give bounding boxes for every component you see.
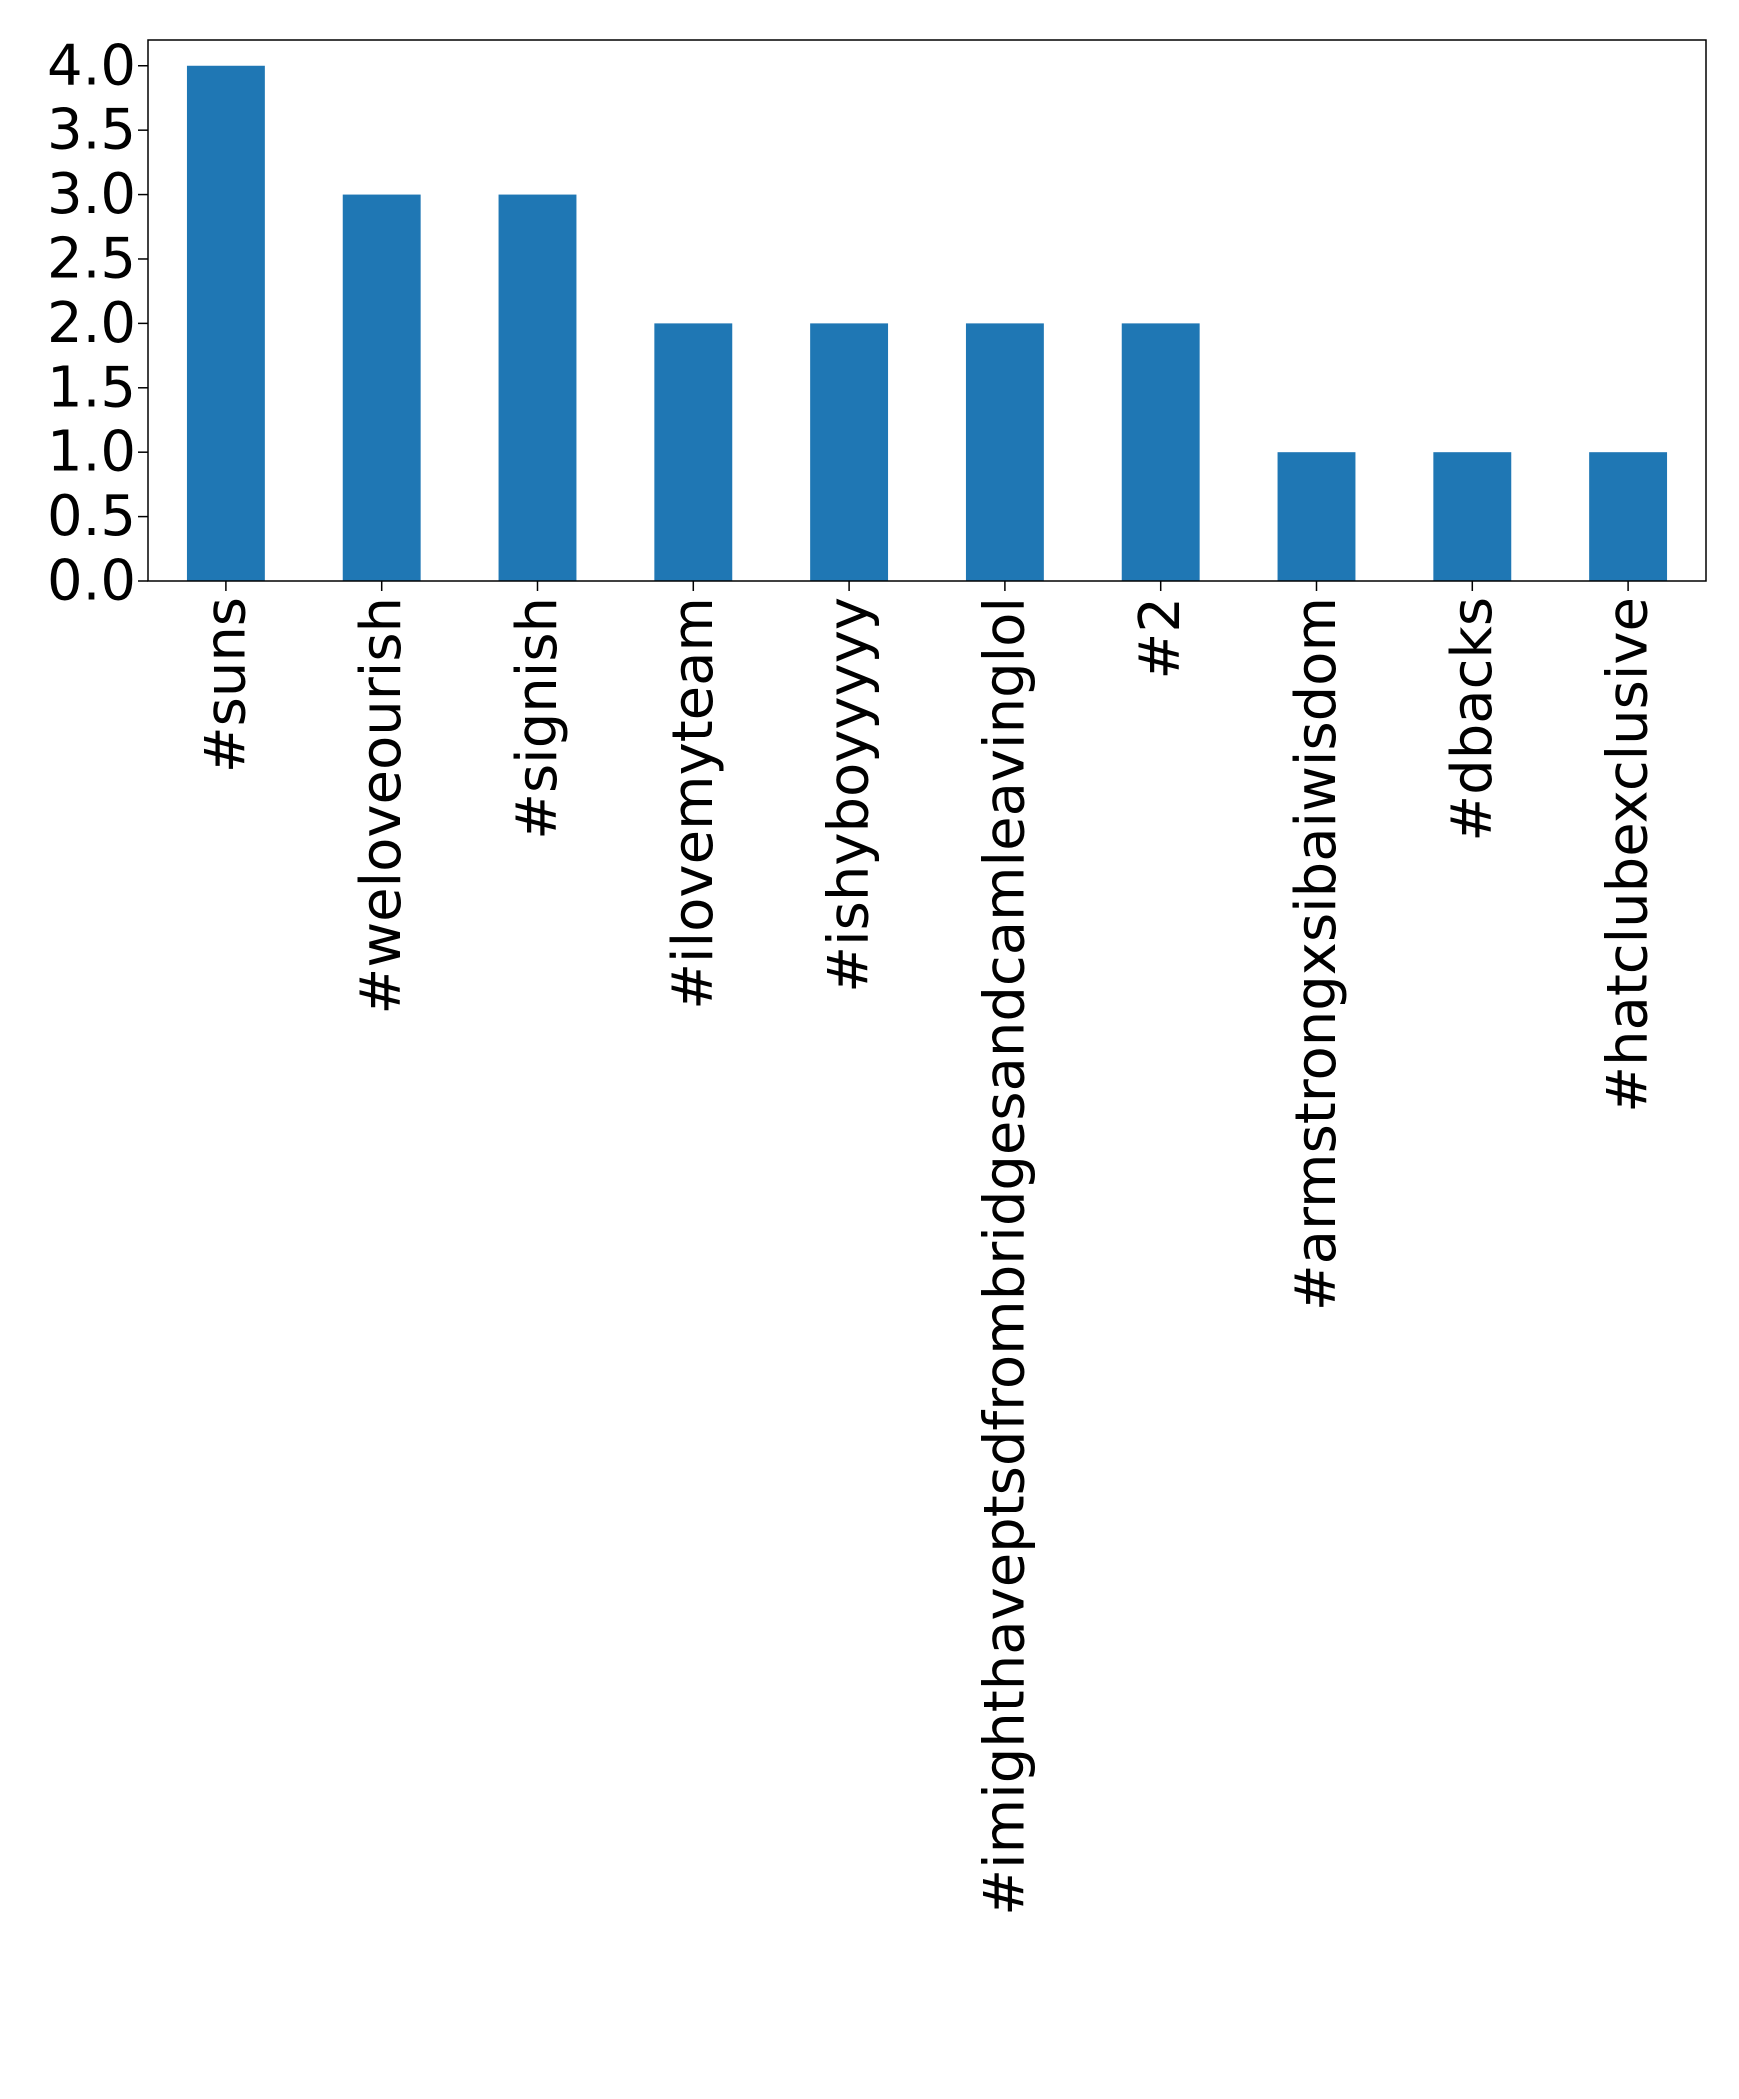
bar (965, 323, 1044, 581)
y-tick-label: 4.0 (47, 33, 136, 98)
y-tick-label: 0.0 (47, 549, 136, 614)
bar (654, 323, 733, 581)
bar (342, 194, 421, 582)
y-tick-label: 0.5 (47, 484, 136, 549)
x-tick-label: #armstrongxsibaiwisdom (1284, 597, 1349, 1311)
bar (1121, 323, 1200, 581)
bar (1589, 452, 1668, 581)
x-tick-label: #imighthaveptsdfrombridgesandcamleavingl… (972, 597, 1037, 1916)
x-axis: #suns #weloveourish #signish #ilovemyteam #i… (193, 581, 1661, 1916)
x-tick-label: #hatclubexclusive (1596, 597, 1661, 1113)
bars-group (186, 65, 1668, 582)
y-tick-label: 1.0 (47, 420, 136, 485)
bar (1433, 452, 1512, 581)
bar (1277, 452, 1356, 581)
y-tick-label: 2.5 (47, 226, 136, 291)
y-tick-label: 2.0 (47, 291, 136, 356)
bar (498, 194, 577, 582)
x-tick-label: #suns (193, 597, 258, 773)
y-tick-label: 1.5 (47, 355, 136, 420)
x-tick-label: #dbacks (1440, 597, 1505, 842)
x-tick-label: #2 (1128, 597, 1193, 680)
y-axis: 0.00.51.01.52.02.53.03.54.0 (47, 33, 148, 614)
bar (186, 65, 265, 581)
plot-frame (147, 39, 1707, 582)
x-tick-label: #ishyboyyyyy (817, 597, 882, 993)
bar (810, 323, 889, 581)
y-tick-label: 3.5 (47, 98, 136, 163)
x-tick-label: #signish (505, 597, 570, 840)
x-tick-label: #ilovemyteam (661, 597, 726, 1010)
y-tick-label: 3.0 (47, 162, 136, 227)
x-tick-label: #weloveourish (349, 597, 414, 1015)
